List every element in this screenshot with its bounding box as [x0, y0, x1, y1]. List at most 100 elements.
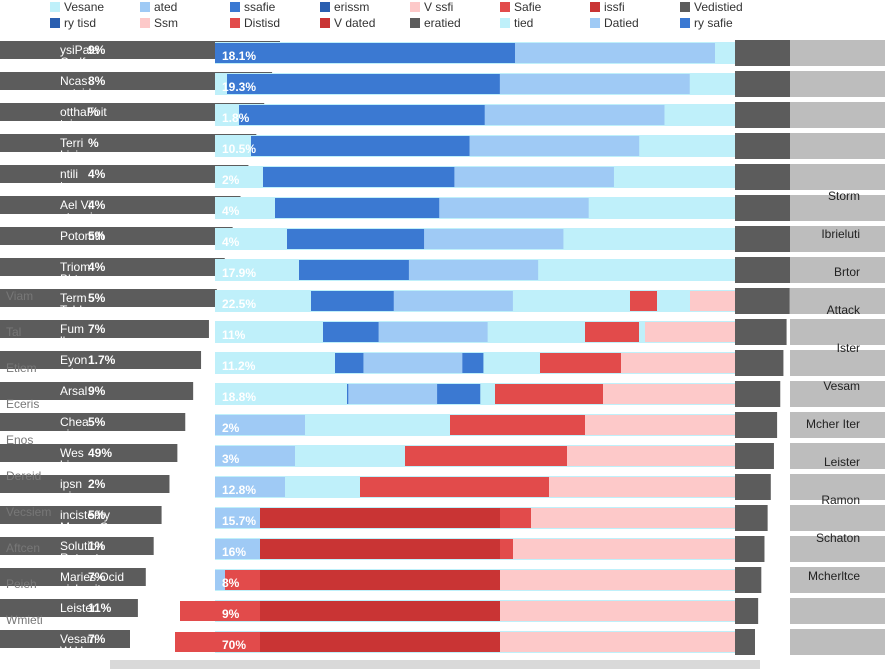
bar-segment-lightpink	[645, 322, 735, 342]
row-label-secondary: Tohha	[60, 303, 93, 317]
bar-segment-gray-right	[790, 381, 885, 407]
right-label: Leister	[824, 455, 860, 469]
legend-label: Ssm	[154, 16, 178, 30]
row-label-secondary: nrrou	[60, 241, 88, 255]
row-label-secondary: Cralface	[60, 55, 105, 69]
row-label-secondary: tore	[60, 179, 81, 193]
bar-segment-lightblue	[515, 43, 715, 63]
bar-segment-darkgray	[0, 413, 186, 431]
legend-swatch	[230, 18, 240, 28]
legend-swatch	[590, 2, 600, 12]
legend-label: ssafie	[244, 0, 276, 14]
row-value-secondary: 3%	[222, 452, 240, 466]
legend-swatch	[230, 2, 240, 12]
bar-segment-darkgray-right	[735, 443, 774, 469]
row-value-secondary: 11.2%	[222, 359, 256, 373]
bar-segment-gray-right	[790, 567, 885, 593]
row-label-primary: ipsn	[60, 477, 82, 491]
row-value-primary: 1%	[88, 539, 106, 553]
bar-segment-red	[585, 322, 639, 342]
left-label: Aftcen	[6, 541, 40, 555]
bar-segment-lightblue	[348, 384, 438, 404]
bar-segment-gray-right	[790, 133, 885, 159]
row-value-primary: %	[88, 105, 99, 119]
bar-segment-gray-right	[790, 505, 885, 531]
row-value-secondary: 19.3%	[222, 80, 256, 94]
legend-label: Distisd	[244, 16, 280, 30]
bar-segment-darkgray-right	[735, 319, 787, 345]
right-label: Vesam	[823, 379, 860, 393]
bar-segment-lightblue	[439, 198, 589, 218]
right-label: Schaton	[816, 531, 860, 545]
bar-segment-blue	[227, 74, 512, 94]
row-label-primary: Leister	[60, 601, 96, 615]
row-label-secondary: eisc	[60, 427, 81, 441]
row-value-primary: 5%	[88, 229, 106, 243]
row-value-secondary: 9%	[222, 607, 240, 621]
row-label-secondary: tnism es	[60, 117, 105, 131]
bar-segment-gray-right	[790, 350, 885, 376]
row-value-primary: 4%	[88, 198, 106, 212]
row-label-primary: Chea	[60, 415, 89, 429]
legend-label: eratied	[424, 16, 461, 30]
row-value-secondary: 15.7%	[222, 514, 256, 528]
left-label: Vecsiem	[6, 505, 51, 519]
row-value-primary: 2%	[88, 477, 106, 491]
row-label-primary: Eyon	[60, 353, 87, 367]
left-label: Tal	[6, 325, 21, 339]
bar-segment-darkred	[260, 601, 500, 621]
bar-segment-blue	[215, 43, 515, 63]
bar-segment-gray-right	[790, 164, 885, 190]
row-label-primary: ysiPala	[60, 43, 99, 57]
legend-label: Datied	[604, 16, 639, 30]
legend-swatch	[410, 2, 420, 12]
row-label-secondary: erte	[60, 365, 81, 379]
bar-segment-lightblue	[378, 322, 488, 342]
bottom-strip	[110, 660, 760, 669]
row-value-primary: 7%	[88, 570, 106, 584]
legend-swatch	[50, 2, 60, 12]
legend-swatch	[320, 18, 330, 28]
bar-segment-lightblue	[215, 539, 265, 559]
bar-segment-gray-right	[790, 412, 885, 438]
bar-segment-lightblue	[215, 477, 285, 497]
row-label-primary: Terri	[60, 136, 83, 150]
bar-segment-darkgray-right	[735, 226, 797, 252]
bar-segment-darkgray	[0, 537, 154, 555]
bar-segment-lightblue	[408, 260, 539, 280]
left-label: Eceris	[6, 397, 39, 411]
left-label: Enos	[6, 433, 33, 447]
row-label-primary: Arsal	[60, 384, 87, 398]
row-label-primary: Vesam	[60, 632, 97, 646]
legend-label: tied	[514, 16, 533, 30]
right-label: Ister	[837, 341, 860, 355]
row-label-primary: ntili	[60, 167, 78, 181]
legend-label: Vedistied	[694, 0, 743, 14]
row-value-primary: %	[88, 136, 99, 150]
right-label: Mcher Iter	[806, 417, 860, 431]
bar-segment-gray-right	[790, 443, 885, 469]
row-label-primary: incisterity	[60, 508, 110, 522]
left-label: Peieh	[6, 577, 37, 591]
row-value-primary: 7%	[88, 322, 106, 336]
bar-segment-darkgray	[0, 134, 257, 152]
legend-label: V ssfi	[424, 0, 453, 14]
bar-segment-darkgray	[0, 351, 202, 369]
bar-segment-darkgray-right	[735, 195, 800, 221]
right-label: Ramon	[821, 493, 860, 507]
bar-segment-lightblue	[393, 291, 513, 311]
row-label-secondary: estside	[60, 86, 98, 100]
bar-segment-darkgray-right	[735, 567, 762, 593]
bar-segment-blue	[251, 136, 506, 156]
bar-segment-darkgray-right	[735, 629, 755, 655]
legend-label: erissm	[334, 0, 369, 14]
bar-segment-lightblue	[499, 74, 690, 94]
right-label: Ibrieluti	[821, 227, 860, 241]
row-label-primary: Fum	[60, 322, 84, 336]
row-value-secondary: 11%	[222, 328, 246, 342]
row-label-secondary: Ratmpt	[60, 551, 99, 565]
row-label-secondary: lha	[60, 334, 76, 348]
row-label-primary: Term	[60, 291, 87, 305]
bar-segment-darkgray	[0, 165, 249, 183]
row-value-secondary: 1.8%	[222, 111, 250, 125]
